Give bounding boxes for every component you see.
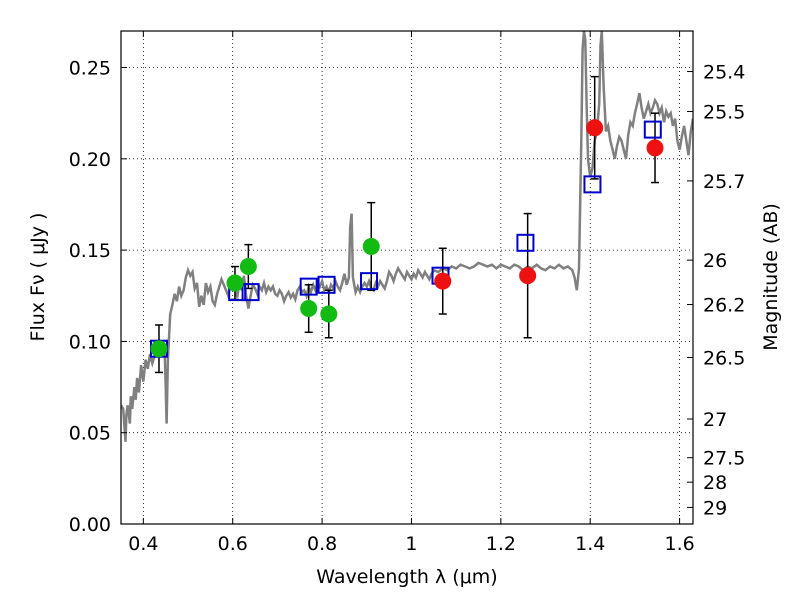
axes: 0.4 0.6 0.8 1 1.2 1.4 1.6 0.00 0.05 0.10 0.15 0.20 0… [69, 31, 745, 555]
grid [121, 31, 693, 524]
model-flux-square [317, 275, 336, 294]
observed-flux-point [434, 272, 452, 290]
y2-tick-label: 26 [703, 250, 727, 272]
plot-frame [120, 30, 694, 525]
y2-tick-label: 25.5 [703, 102, 745, 124]
y2-tick-label: 28 [703, 472, 727, 494]
observed-flux-point [226, 274, 244, 292]
x-axis-label: Wavelength λ (μm) [316, 566, 497, 588]
y2-tick-label: 27.5 [703, 448, 745, 470]
model-flux-square [516, 233, 535, 252]
observed-flux-point [519, 267, 537, 285]
y2-tick-label: 29 [703, 497, 727, 519]
x-tick-label: 0.4 [128, 533, 158, 555]
y-tick-label: 0.10 [69, 331, 111, 353]
y-tick-label: 0.25 [69, 58, 111, 80]
x-tick-label: 1 [405, 533, 417, 555]
observed-flux-point [586, 119, 604, 137]
observed-flux-point [150, 340, 168, 358]
error-bars [149, 75, 664, 374]
y2-tick-label: 25.7 [703, 171, 745, 193]
observed-flux-point [646, 139, 664, 157]
x-tick-label: 0.6 [218, 533, 248, 555]
y-tick-label: 0.20 [69, 149, 111, 171]
y-tick-label: 0.15 [69, 240, 111, 262]
y2-tick-label: 26.5 [703, 347, 745, 369]
y-axis-label: Flux Fν ( μJy ) [27, 213, 49, 342]
template-spectrum-line [121, 31, 693, 442]
observed-flux-point [239, 258, 257, 276]
y2-tick-label: 27 [703, 409, 727, 431]
observed-flux-point [320, 305, 338, 323]
x-tick-label: 1.2 [486, 533, 516, 555]
plot-area [121, 31, 693, 442]
observed-flux-point [300, 300, 318, 318]
x-tick-label: 1.4 [575, 533, 605, 555]
y-tick-label: 0.05 [69, 423, 111, 445]
model-flux-square [583, 175, 602, 194]
y-tick-label: 0.00 [69, 514, 111, 536]
model-flux-square [360, 272, 379, 291]
y2-tick-label: 26.2 [703, 295, 745, 317]
y2-tick-label: 25.4 [703, 62, 745, 84]
y2-axis-label: Magnitude (AB) [760, 203, 782, 351]
x-tick-label: 0.8 [307, 533, 337, 555]
model-flux-square [643, 120, 662, 139]
observed-flux-point [362, 237, 380, 255]
model-flux-square [241, 283, 260, 302]
model-flux-square [299, 277, 318, 296]
x-tick-label: 1.6 [664, 533, 694, 555]
